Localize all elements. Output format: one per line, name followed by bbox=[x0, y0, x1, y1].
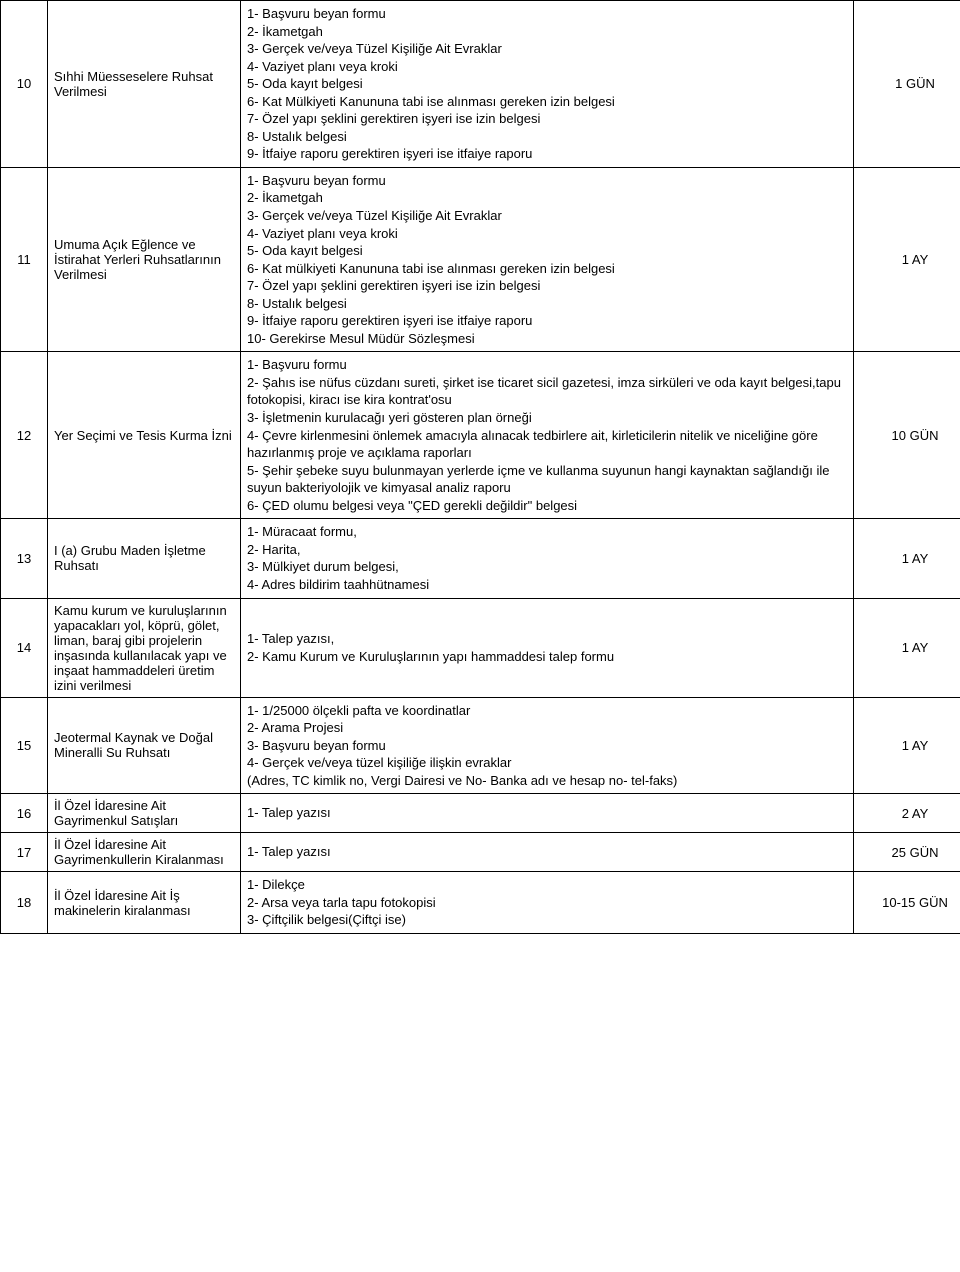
table-body: 10 Sıhhi Müesseselere Ruhsat Verilmesi 1… bbox=[1, 1, 960, 934]
desc-line: 1- Müracaat formu, bbox=[247, 523, 847, 541]
table-row: 11 Umuma Açık Eğlence ve İstirahat Yerle… bbox=[1, 167, 960, 351]
row-duration: 1 AY bbox=[854, 697, 960, 794]
table-row: 12 Yer Seçimi ve Tesis Kurma İzni 1- Baş… bbox=[1, 352, 960, 519]
row-number: 14 bbox=[1, 598, 48, 697]
desc-line: 4- Vaziyet planı veya kroki bbox=[247, 225, 847, 243]
row-number: 17 bbox=[1, 833, 48, 872]
row-number: 15 bbox=[1, 697, 48, 794]
row-title: İl Özel İdaresine Ait Gayrimenkullerin K… bbox=[48, 833, 241, 872]
row-title: Kamu kurum ve kuruluşlarının yapacakları… bbox=[48, 598, 241, 697]
row-title: İl Özel İdaresine Ait Gayrimenkul Satışl… bbox=[48, 794, 241, 833]
row-description: 1- Başvuru beyan formu2- İkametgah3- Ger… bbox=[241, 1, 854, 168]
desc-line: 8- Ustalık belgesi bbox=[247, 295, 847, 313]
desc-line: 4- Çevre kirlenmesini önlemek amacıyla a… bbox=[247, 427, 847, 462]
row-duration: 10 GÜN bbox=[854, 352, 960, 519]
desc-line: 2- Arsa veya tarla tapu fotokopisi bbox=[247, 894, 847, 912]
row-duration: 1 GÜN bbox=[854, 1, 960, 168]
table-row: 17 İl Özel İdaresine Ait Gayrimenkulleri… bbox=[1, 833, 960, 872]
table-row: 16 İl Özel İdaresine Ait Gayrimenkul Sat… bbox=[1, 794, 960, 833]
desc-line: 1- Talep yazısı, bbox=[247, 630, 847, 648]
row-number: 11 bbox=[1, 167, 48, 351]
table-row: 10 Sıhhi Müesseselere Ruhsat Verilmesi 1… bbox=[1, 1, 960, 168]
row-description: 1- Dilekçe2- Arsa veya tarla tapu fotoko… bbox=[241, 872, 854, 934]
desc-line: 6- ÇED olumu belgesi veya "ÇED gerekli d… bbox=[247, 497, 847, 515]
row-description: 1- Talep yazısı,2- Kamu Kurum ve Kuruluş… bbox=[241, 598, 854, 697]
desc-line: 3- Gerçek ve/veya Tüzel Kişiliğe Ait Evr… bbox=[247, 207, 847, 225]
row-number: 18 bbox=[1, 872, 48, 934]
desc-line: 4- Adres bildirim taahhütnamesi bbox=[247, 576, 847, 594]
desc-line: 2- Şahıs ise nüfus cüzdanı sureti, şirke… bbox=[247, 374, 847, 409]
table-row: 14 Kamu kurum ve kuruluşlarının yapacakl… bbox=[1, 598, 960, 697]
row-title: Jeotermal Kaynak ve Doğal Mineralli Su R… bbox=[48, 697, 241, 794]
row-duration: 2 AY bbox=[854, 794, 960, 833]
row-number: 16 bbox=[1, 794, 48, 833]
row-duration: 1 AY bbox=[854, 167, 960, 351]
desc-line: 1- Talep yazısı bbox=[247, 843, 847, 861]
desc-line: 9- İtfaiye raporu gerektiren işyeri ise … bbox=[247, 312, 847, 330]
desc-line: 2- İkametgah bbox=[247, 23, 847, 41]
desc-line: 3- İşletmenin kurulacağı yeri gösteren p… bbox=[247, 409, 847, 427]
desc-line: 8- Ustalık belgesi bbox=[247, 128, 847, 146]
table-row: 13 I (a) Grubu Maden İşletme Ruhsatı 1- … bbox=[1, 519, 960, 598]
row-title: Umuma Açık Eğlence ve İstirahat Yerleri … bbox=[48, 167, 241, 351]
row-description: 1- 1/25000 ölçekli pafta ve koordinatlar… bbox=[241, 697, 854, 794]
desc-line: 3- Başvuru beyan formu bbox=[247, 737, 847, 755]
row-title: Yer Seçimi ve Tesis Kurma İzni bbox=[48, 352, 241, 519]
desc-line: 7- Özel yapı şeklini gerektiren işyeri i… bbox=[247, 110, 847, 128]
desc-line: 4- Vaziyet planı veya kroki bbox=[247, 58, 847, 76]
desc-line: 2- Kamu Kurum ve Kuruluşlarının yapı ham… bbox=[247, 648, 847, 666]
row-description: 1- Talep yazısı bbox=[241, 833, 854, 872]
desc-line: 6- Kat mülkiyeti Kanununa tabi ise alınm… bbox=[247, 260, 847, 278]
desc-line: 6- Kat Mülkiyeti Kanununa tabi ise alınm… bbox=[247, 93, 847, 111]
table-row: 18 İl Özel İdaresine Ait İş makinelerin … bbox=[1, 872, 960, 934]
row-description: 1- Başvuru formu2- Şahıs ise nüfus cüzda… bbox=[241, 352, 854, 519]
desc-line: 2- Harita, bbox=[247, 541, 847, 559]
row-description: 1- Talep yazısı bbox=[241, 794, 854, 833]
desc-line: 1- 1/25000 ölçekli pafta ve koordinatlar bbox=[247, 702, 847, 720]
services-table: 10 Sıhhi Müesseselere Ruhsat Verilmesi 1… bbox=[0, 0, 960, 934]
desc-line: 10- Gerekirse Mesul Müdür Sözleşmesi bbox=[247, 330, 847, 348]
row-description: 1- Müracaat formu,2- Harita,3- Mülkiyet … bbox=[241, 519, 854, 598]
table-row: 15 Jeotermal Kaynak ve Doğal Mineralli S… bbox=[1, 697, 960, 794]
desc-line: 1- Başvuru beyan formu bbox=[247, 5, 847, 23]
desc-line: 4- Gerçek ve/veya tüzel kişiliğe ilişkin… bbox=[247, 754, 847, 772]
desc-line: 9- İtfaiye raporu gerektiren işyeri ise … bbox=[247, 145, 847, 163]
desc-line: 5- Şehir şebeke suyu bulunmayan yerlerde… bbox=[247, 462, 847, 497]
desc-line: 2- İkametgah bbox=[247, 189, 847, 207]
desc-line: 1- Başvuru formu bbox=[247, 356, 847, 374]
row-duration: 1 AY bbox=[854, 519, 960, 598]
row-number: 12 bbox=[1, 352, 48, 519]
desc-line: 3- Çiftçilik belgesi(Çiftçi ise) bbox=[247, 911, 847, 929]
desc-line: (Adres, TC kimlik no, Vergi Dairesi ve N… bbox=[247, 772, 847, 790]
row-number: 10 bbox=[1, 1, 48, 168]
row-title: İl Özel İdaresine Ait İş makinelerin kir… bbox=[48, 872, 241, 934]
desc-line: 2- Arama Projesi bbox=[247, 719, 847, 737]
desc-line: 1- Talep yazısı bbox=[247, 804, 847, 822]
row-title: I (a) Grubu Maden İşletme Ruhsatı bbox=[48, 519, 241, 598]
desc-line: 5- Oda kayıt belgesi bbox=[247, 75, 847, 93]
desc-line: 1- Başvuru beyan formu bbox=[247, 172, 847, 190]
row-duration: 25 GÜN bbox=[854, 833, 960, 872]
row-duration: 1 AY bbox=[854, 598, 960, 697]
row-title: Sıhhi Müesseselere Ruhsat Verilmesi bbox=[48, 1, 241, 168]
desc-line: 1- Dilekçe bbox=[247, 876, 847, 894]
row-number: 13 bbox=[1, 519, 48, 598]
desc-line: 3- Mülkiyet durum belgesi, bbox=[247, 558, 847, 576]
row-duration: 10-15 GÜN bbox=[854, 872, 960, 934]
desc-line: 7- Özel yapı şeklini gerektiren işyeri i… bbox=[247, 277, 847, 295]
desc-line: 5- Oda kayıt belgesi bbox=[247, 242, 847, 260]
desc-line: 3- Gerçek ve/veya Tüzel Kişiliğe Ait Evr… bbox=[247, 40, 847, 58]
row-description: 1- Başvuru beyan formu2- İkametgah3- Ger… bbox=[241, 167, 854, 351]
